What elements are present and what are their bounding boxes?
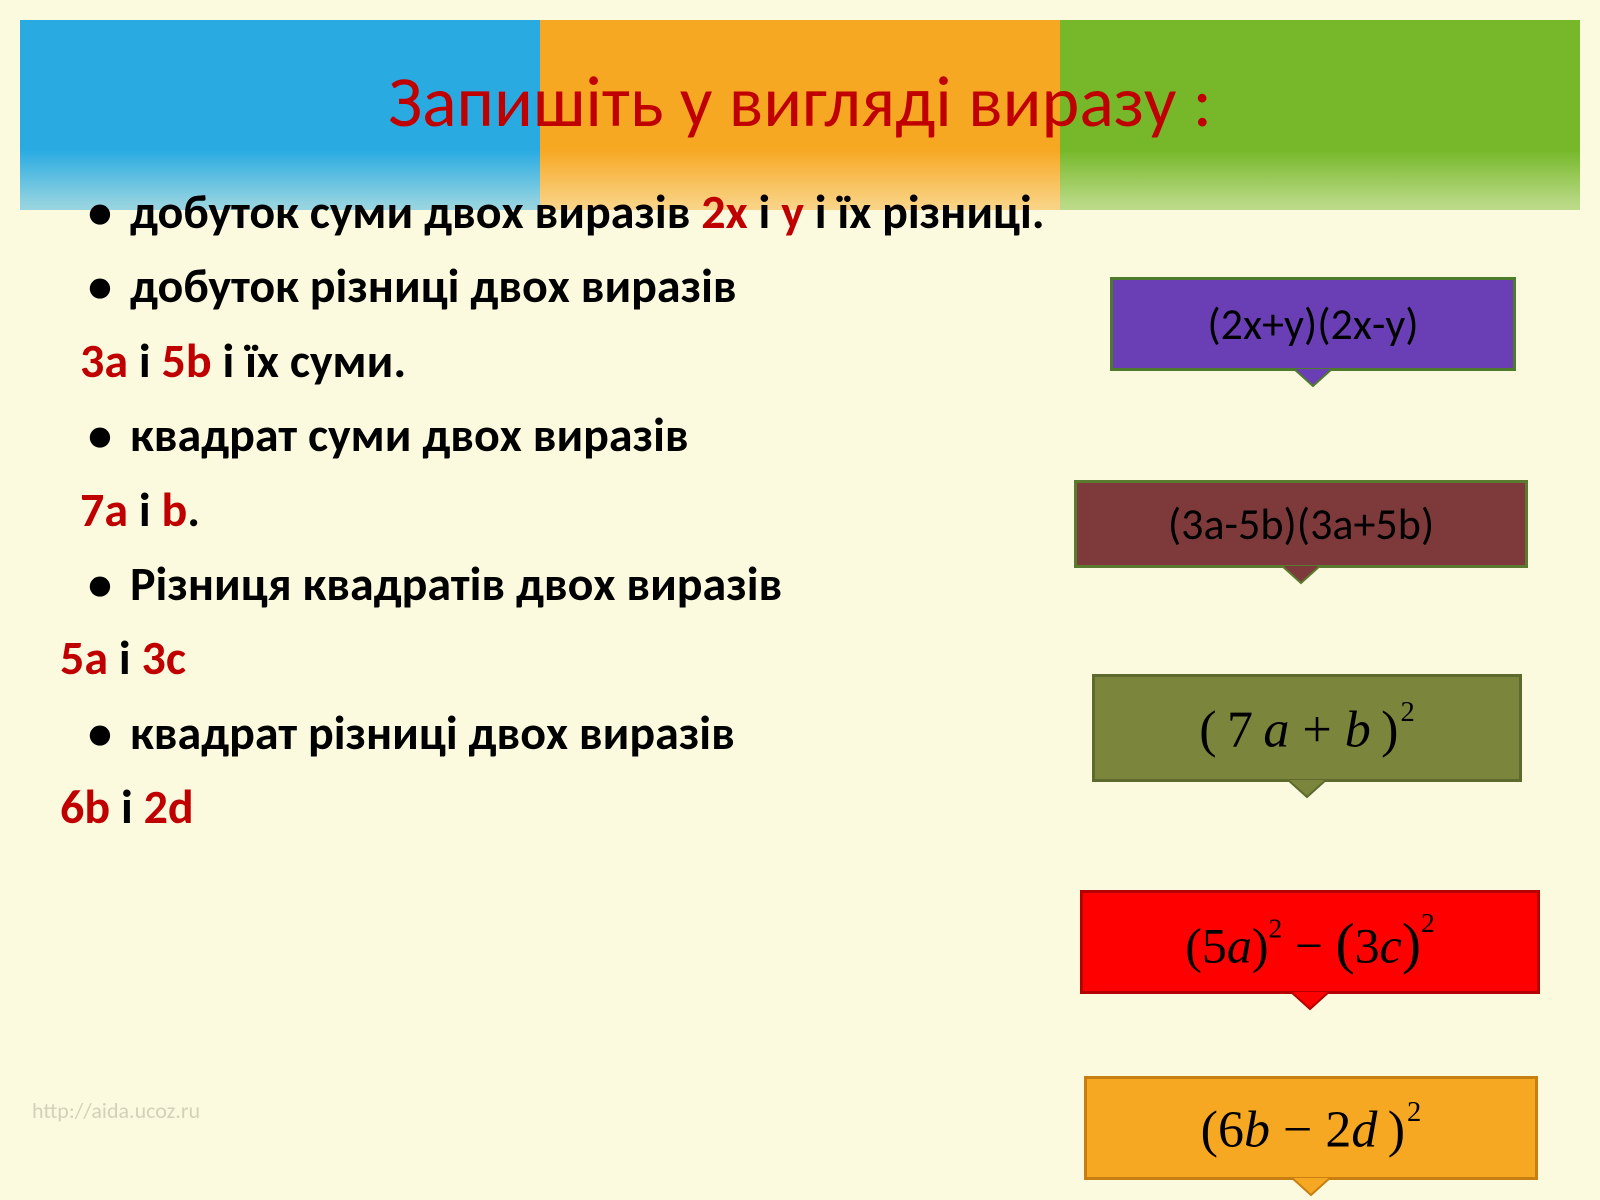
bullet-5: квадрат різниці двох виразів [60, 696, 1060, 770]
exp: 2 [1421, 907, 1435, 938]
bullet-2-line2: 3а і 5b і їх суми. [60, 324, 1060, 398]
text: і [110, 777, 144, 836]
text: і [108, 628, 142, 687]
answer-text-2: (3а-5b)(3а+5b) [1168, 497, 1434, 551]
num: 5 [1202, 918, 1227, 974]
var-5a: 5а [60, 628, 108, 687]
answer-text-3: ( 7 a + b )2 [1199, 697, 1415, 760]
var: b [1345, 701, 1371, 758]
callout-tail-icon [1248, 368, 1378, 390]
exp: 2 [1269, 913, 1283, 944]
slide-title: Запишіть у вигляді виразу : [0, 58, 1600, 146]
text: Різниця квадратів двох виразів [130, 554, 782, 613]
text: квадрат різниці двох виразів [130, 703, 735, 762]
exp: 2 [1407, 1097, 1421, 1128]
answer-text-1: (2х+у)(2х-у) [1207, 297, 1418, 351]
answer-text-5: (6b − 2d )2 [1201, 1097, 1422, 1160]
bullet-5-line2: 6b і 2d [60, 770, 1060, 844]
var-y: у [781, 182, 804, 241]
var: a [1263, 701, 1289, 758]
var-2d: 2d [144, 777, 194, 836]
op: − [1282, 918, 1335, 974]
var-5b: 5b [162, 331, 212, 390]
exp: 2 [1400, 697, 1414, 728]
text: і їх різниці. [804, 182, 1045, 241]
var-3a: 3а [80, 331, 128, 390]
bullet-3: квадрат суми двох виразів [60, 398, 1060, 472]
var-7a: 7а [80, 480, 128, 539]
var: a [1227, 918, 1252, 974]
num: 6 [1218, 1101, 1244, 1158]
op: − [1270, 1101, 1325, 1158]
op: + [1289, 701, 1344, 758]
callout-tail-icon [1242, 779, 1372, 801]
num: 7 [1227, 701, 1253, 758]
callout-tail-icon [1245, 991, 1375, 1013]
bullet-list: добуток суми двох виразів 2х і у і їх рі… [60, 175, 1060, 845]
text: добуток суми двох виразів [130, 182, 701, 241]
watermark-text: http://aida.ucoz.ru [32, 1097, 200, 1124]
text: квадрат суми двох виразів [130, 405, 689, 464]
text: і [748, 182, 782, 241]
var: b [1244, 1101, 1270, 1158]
var-2x: 2х [701, 182, 747, 241]
var-b: b [162, 480, 188, 539]
bullet-4-line2: 5а і 3с [60, 621, 1060, 695]
var: c [1380, 918, 1402, 974]
text: добуток різниці двох виразів [130, 256, 737, 315]
bullet-2: добуток різниці двох виразів [60, 249, 1060, 323]
num: 3 [1355, 918, 1380, 974]
text: і [128, 480, 162, 539]
bullet-1: добуток суми двох виразів 2х і у і їх рі… [60, 175, 1060, 249]
num: 2 [1325, 1101, 1351, 1158]
text: і їх суми. [212, 331, 407, 390]
var-3c: 3с [142, 628, 186, 687]
bullet-4: Різниця квадратів двох виразів [60, 547, 1060, 621]
answer-callout-5: (6b − 2d )2 [1084, 1076, 1538, 1180]
answer-callout-1: (2х+у)(2х-у) [1110, 277, 1516, 371]
answer-callout-3: ( 7 a + b )2 [1092, 674, 1522, 782]
bullet-3-line2: 7а і b. [60, 473, 1060, 547]
answer-callout-4: (5a)2 − (3c)2 [1080, 890, 1540, 994]
callout-tail-icon [1246, 1177, 1376, 1199]
text: і [128, 331, 162, 390]
var: d [1351, 1101, 1377, 1158]
answer-callout-2: (3а-5b)(3а+5b) [1074, 480, 1528, 568]
callout-tail-icon [1236, 565, 1366, 587]
answer-text-4: (5a)2 − (3c)2 [1185, 907, 1435, 976]
var-6b: 6b [60, 777, 110, 836]
text: . [187, 480, 200, 539]
